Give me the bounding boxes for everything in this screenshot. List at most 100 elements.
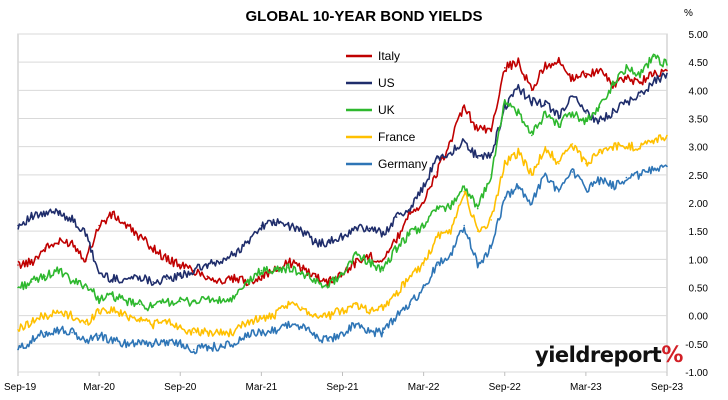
data-point-us: [558, 114, 560, 117]
data-point-uk: [517, 112, 520, 114]
series-line-france: [17, 134, 668, 338]
data-point-us: [220, 261, 222, 263]
data-point-france: [368, 309, 371, 311]
data-point-germany: [436, 264, 438, 266]
data-point-germany: [165, 340, 168, 342]
data-point-germany: [301, 326, 303, 328]
y-tick-label: -1.00: [685, 368, 708, 379]
data-point-uk: [558, 123, 560, 125]
data-point-italy: [301, 267, 303, 269]
data-point-france: [652, 140, 655, 142]
data-point-france: [301, 306, 303, 309]
x-tick-label: Sep-20: [164, 382, 197, 393]
data-point-germany: [179, 343, 182, 345]
x-tick-label: Sep-23: [651, 382, 684, 393]
data-point-uk: [612, 83, 614, 86]
data-point-uk: [436, 207, 438, 210]
data-point-italy: [625, 78, 628, 80]
data-point-us: [368, 227, 371, 230]
data-point-germany: [287, 323, 290, 325]
data-point-uk: [30, 281, 33, 283]
legend-label-italy: Italy: [378, 49, 400, 63]
data-point-uk: [165, 300, 168, 303]
data-point-france: [44, 314, 46, 317]
data-point-italy: [368, 255, 371, 258]
data-point-us: [585, 112, 587, 114]
data-point-us: [449, 151, 452, 154]
data-point-uk: [476, 207, 479, 210]
data-point-us: [436, 157, 438, 159]
logo-text: yieldreport: [535, 343, 662, 367]
data-point-uk: [17, 286, 19, 289]
data-point-uk: [98, 298, 100, 300]
y-tick-label: 3.50: [689, 115, 709, 126]
data-point-france: [612, 145, 614, 148]
data-point-us: [571, 95, 574, 97]
data-point-us: [666, 72, 668, 75]
data-point-italy: [382, 258, 384, 261]
data-point-france: [193, 331, 195, 334]
data-point-italy: [220, 281, 222, 283]
data-point-uk: [125, 300, 127, 303]
y-axis-unit-label: %: [684, 8, 693, 19]
data-point-france: [625, 145, 628, 148]
legend-label-france: France: [378, 130, 416, 144]
data-point-italy: [165, 258, 168, 261]
data-point-us: [84, 233, 87, 235]
legend-label-us: US: [378, 76, 395, 90]
data-point-france: [125, 314, 127, 317]
data-point-uk: [395, 247, 398, 249]
series-line-us: [17, 72, 668, 286]
data-point-uk: [179, 300, 182, 303]
data-point-uk: [585, 120, 587, 123]
data-point-uk: [571, 112, 574, 114]
data-point-italy: [517, 61, 520, 63]
data-point-us: [247, 241, 249, 244]
data-point-germany: [138, 340, 141, 342]
data-point-france: [287, 303, 290, 306]
data-point-us: [652, 81, 655, 83]
data-point-france: [395, 292, 398, 294]
data-point-france: [233, 331, 236, 334]
data-point-germany: [328, 340, 330, 342]
data-point-germany: [71, 331, 73, 334]
data-point-uk: [247, 281, 249, 283]
data-point-uk: [138, 303, 141, 306]
data-point-france: [152, 323, 154, 325]
data-point-france: [138, 317, 141, 320]
data-point-france: [328, 314, 330, 317]
data-point-germany: [585, 188, 587, 190]
data-point-uk: [233, 298, 236, 300]
data-point-uk: [504, 100, 506, 103]
data-point-uk: [463, 185, 466, 187]
data-point-italy: [504, 67, 506, 69]
y-tick-label: 4.00: [689, 86, 709, 97]
data-point-uk: [301, 272, 303, 275]
x-tick-label: Mar-20: [83, 382, 115, 393]
data-point-uk: [382, 269, 384, 272]
data-point-uk: [44, 275, 46, 278]
data-point-uk: [652, 55, 655, 58]
data-point-germany: [84, 340, 87, 342]
data-point-italy: [98, 224, 100, 227]
data-point-us: [314, 241, 317, 244]
data-point-us: [111, 278, 114, 280]
x-tick-label: Sep-22: [489, 382, 522, 393]
data-point-uk: [328, 283, 330, 286]
data-point-france: [206, 331, 209, 334]
data-point-us: [504, 106, 506, 108]
x-tick-label: Mar-21: [246, 382, 278, 393]
data-point-uk: [152, 306, 154, 309]
data-point-italy: [17, 264, 19, 266]
data-point-france: [558, 162, 560, 165]
data-point-germany: [612, 185, 614, 187]
data-point-france: [260, 317, 263, 320]
data-point-us: [422, 185, 425, 187]
data-point-germany: [247, 334, 249, 337]
data-point-france: [449, 230, 452, 232]
data-point-us: [152, 281, 154, 283]
data-point-germany: [476, 264, 479, 266]
data-point-italy: [57, 241, 60, 244]
data-point-germany: [571, 171, 574, 173]
